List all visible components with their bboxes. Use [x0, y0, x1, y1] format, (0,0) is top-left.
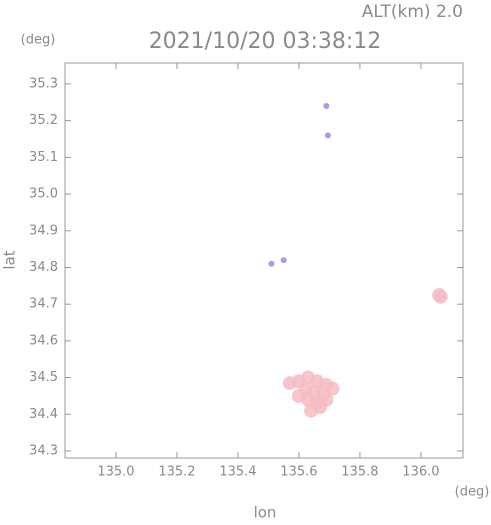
y-tick-label: 35.2	[29, 113, 58, 128]
x-unit: (deg)	[455, 485, 490, 500]
y-unit: (deg)	[21, 33, 56, 48]
y-tick-label: 34.9	[29, 223, 58, 238]
x-tick-label: 135.0	[97, 465, 134, 480]
echo-point	[323, 102, 330, 109]
echo-point	[319, 392, 334, 407]
echo-point	[324, 132, 331, 139]
altitude-label: ALT(km) 2.0	[362, 2, 463, 22]
plot-frame	[64, 62, 464, 459]
echo-point	[291, 388, 306, 403]
y-tick-label: 34.7	[29, 297, 58, 312]
y-tick-label: 34.4	[29, 407, 58, 422]
y-tick-label: 34.6	[29, 333, 58, 348]
y-tick-label: 34.3	[29, 444, 58, 459]
x-axis-label: lon	[254, 504, 277, 522]
x-tick-label: 135.4	[219, 465, 256, 480]
y-tick-label: 35.3	[29, 76, 58, 91]
y-tick-label: 35.0	[29, 187, 58, 202]
y-tick-label: 34.8	[29, 260, 58, 275]
x-tick-label: 135.2	[158, 465, 195, 480]
chart-title: 2021/10/20 03:38:12	[149, 29, 382, 54]
x-tick-label: 135.8	[341, 465, 378, 480]
x-tick-label: 135.6	[280, 465, 317, 480]
y-axis-label: lat	[1, 250, 19, 269]
y-tick-label: 35.1	[29, 150, 58, 165]
echo-point	[433, 289, 448, 304]
echo-point	[268, 260, 275, 267]
echo-point	[280, 257, 287, 264]
y-tick-label: 34.5	[29, 370, 58, 385]
x-tick-label: 136.0	[402, 465, 439, 480]
